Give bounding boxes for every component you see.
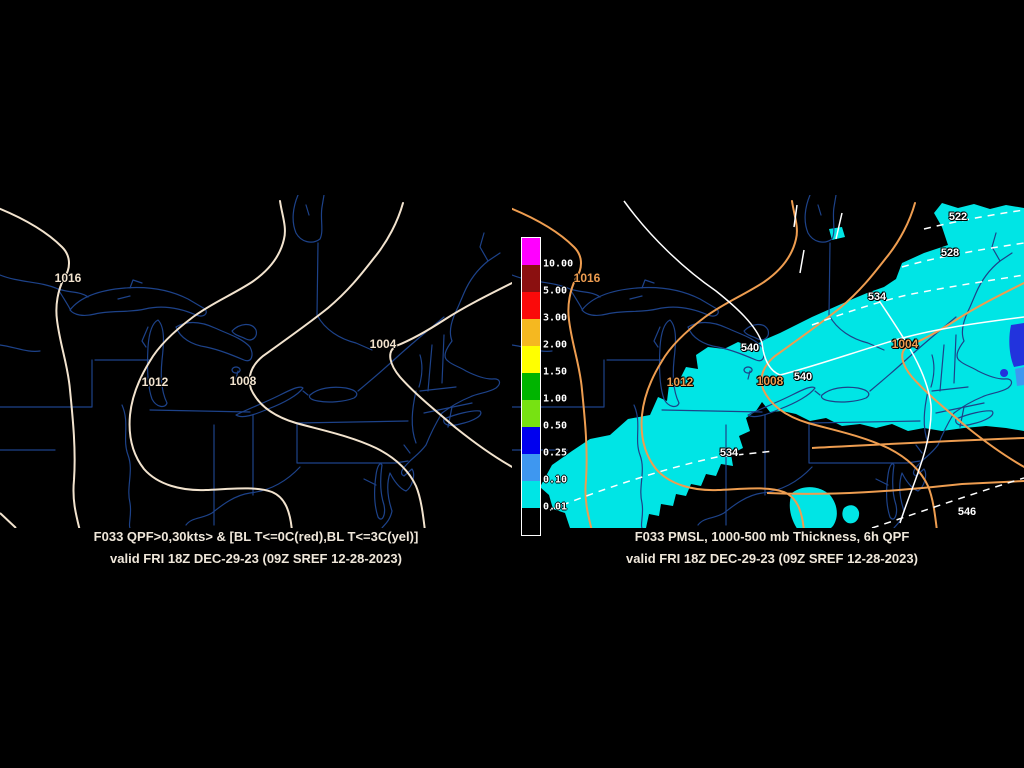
right-forecast-map xyxy=(512,195,1024,528)
left-isobar-contours xyxy=(0,200,512,528)
legend-value: 2.00 xyxy=(543,339,568,351)
qpf-legend-labels: 10.00 5.00 3.00 2.00 1.50 1.00 0.50 0.25 0.10 0.0… xyxy=(543,237,583,537)
right-pmsl-contours xyxy=(512,200,1024,528)
legend-value: 1.00 xyxy=(543,393,568,405)
legend-color-block xyxy=(522,427,540,454)
legend-color-block xyxy=(522,373,540,400)
legend-color-block xyxy=(522,238,540,265)
left-panel-title: F033 QPF>0,30kts> & [BL T<=0C(red),BL T<… xyxy=(93,529,419,544)
right-panel-title: F033 PMSL, 1000-500 mb Thickness, 6h QPF xyxy=(634,529,910,544)
legend-color-block xyxy=(522,481,540,508)
legend-color-block xyxy=(522,346,540,373)
qpf-fill-areas xyxy=(540,203,1024,528)
left-panel-valid-time: valid FRI 18Z DEC-29-23 (09Z SREF 12-28-… xyxy=(110,551,402,566)
legend-value: 5.00 xyxy=(543,285,568,297)
left-forecast-map xyxy=(0,195,512,528)
legend-color-block xyxy=(522,400,540,427)
legend-value: 1.50 xyxy=(543,366,568,378)
legend-value: 0.10 xyxy=(543,474,568,486)
right-thickness-contours xyxy=(549,200,1024,528)
legend-color-block xyxy=(522,454,540,481)
legend-color-block xyxy=(522,265,540,292)
qpf-legend-strip xyxy=(521,237,541,536)
legend-value: 0.50 xyxy=(543,420,568,432)
legend-value: 3.00 xyxy=(543,312,568,324)
legend-value: 0.01 xyxy=(543,501,568,513)
legend-value: 10.00 xyxy=(543,258,574,270)
right-panel-valid-time: valid FRI 18Z DEC-29-23 (09Z SREF 12-28-… xyxy=(626,551,918,566)
legend-color-block xyxy=(522,508,540,535)
legend-color-block xyxy=(522,319,540,346)
legend-color-block xyxy=(522,292,540,319)
legend-value: 0.25 xyxy=(543,447,568,459)
